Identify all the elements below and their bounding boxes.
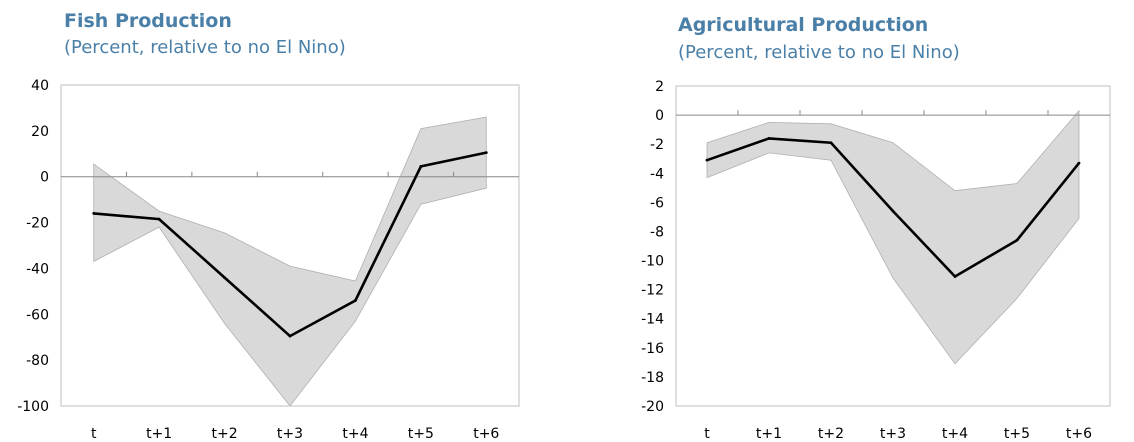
y-tick-label: -2 — [650, 137, 664, 153]
median-point — [1015, 238, 1019, 242]
x-tick-label: t+1 — [756, 426, 782, 442]
y-tick-label: -6 — [650, 195, 664, 211]
chart-subtitle: (Percent, relative to no El Nino) — [64, 37, 346, 58]
median-point — [484, 151, 488, 155]
y-tick-label: -16 — [641, 341, 664, 357]
x-tick-label: t+3 — [277, 426, 303, 442]
x-tick-label: t+5 — [1004, 426, 1030, 442]
x-tick-label: t+2 — [212, 426, 238, 442]
median-point — [223, 276, 226, 279]
agricultural-production-chart: Agricultural Production (Percent, relati… — [560, 0, 1134, 442]
x-tick-label: t+4 — [942, 426, 968, 442]
y-tick-label: -8 — [650, 224, 664, 240]
fish-production-plot: 40 20 0 -20 -40 -60 -80 -100 t t+1 t+2 t+3 t+4 t+5 t+6 — [17, 78, 520, 442]
x-tick-label: t — [91, 426, 97, 442]
median-point — [891, 209, 895, 213]
plot-frame — [675, 85, 1111, 407]
y-tick-label: -100 — [17, 399, 49, 415]
x-tick-label: t+3 — [880, 426, 906, 442]
y-tick-label: 0 — [655, 108, 664, 124]
median-point — [1077, 161, 1081, 165]
y-tick-label: -12 — [641, 283, 664, 299]
median-point — [953, 275, 957, 278]
median-point — [705, 158, 709, 162]
x-tick-label: t+6 — [1066, 426, 1092, 442]
median-point — [354, 299, 357, 302]
median-point — [157, 217, 161, 221]
median-point — [288, 334, 292, 338]
x-tick-label: t+1 — [146, 426, 172, 442]
y-tick-label: 2 — [655, 79, 664, 95]
median-point — [419, 164, 423, 168]
fish-production-chart: Fish Production (Percent, relative to no… — [0, 0, 560, 442]
x-tick-label: t+4 — [342, 426, 368, 442]
y-tick-label: -4 — [650, 166, 664, 182]
y-tick-label: -80 — [26, 353, 49, 369]
y-tick-label: -60 — [26, 307, 49, 323]
y-tick-label: 40 — [31, 78, 49, 94]
median-point — [829, 141, 833, 145]
y-tick-label: -10 — [641, 254, 664, 270]
x-tick-label: t+5 — [408, 426, 434, 442]
x-tick-label: t+2 — [818, 426, 844, 442]
plot-frame — [60, 84, 520, 407]
y-tick-label: -40 — [26, 261, 49, 277]
chart-title: Agricultural Production — [678, 14, 929, 36]
chart-title: Fish Production — [64, 10, 232, 32]
y-tick-label: -20 — [26, 216, 49, 232]
confidence-band — [93, 116, 487, 407]
x-tick-label: t — [704, 426, 710, 442]
x-tick-label: t+6 — [473, 426, 499, 442]
y-tick-label: -18 — [641, 370, 664, 386]
confidence-band — [706, 109, 1080, 365]
y-tick-label: 20 — [31, 124, 49, 140]
y-tick-label: -14 — [641, 312, 664, 328]
median-point — [767, 136, 771, 140]
y-tick-label: -20 — [641, 399, 664, 415]
agricultural-production-plot: 2 0 -2 -4 -6 -8 -10 -12 -14 -16 -18 -20 t t+1 t+2 t+3 t+… — [641, 79, 1111, 442]
chart-subtitle: (Percent, relative to no El Nino) — [678, 42, 960, 63]
y-tick-label: 0 — [40, 170, 49, 186]
median-point — [92, 212, 96, 215]
